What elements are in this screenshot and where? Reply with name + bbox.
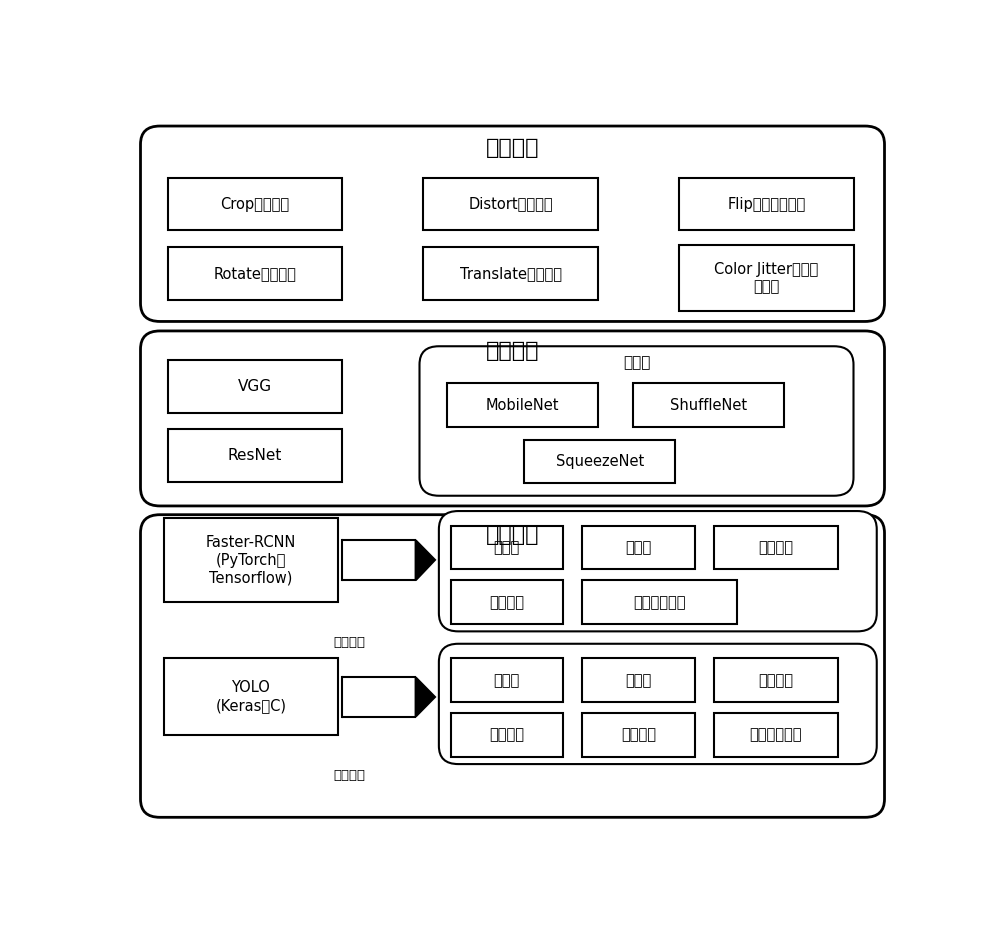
Bar xyxy=(714,526,838,569)
Bar xyxy=(168,178,342,230)
Bar xyxy=(582,658,695,702)
Text: 窗口比例: 窗口比例 xyxy=(489,595,524,610)
Bar xyxy=(447,384,598,427)
Bar xyxy=(450,581,563,624)
Bar xyxy=(679,178,854,230)
Text: 调优手段: 调优手段 xyxy=(334,769,366,781)
FancyBboxPatch shape xyxy=(420,347,854,495)
FancyBboxPatch shape xyxy=(140,331,885,506)
Bar xyxy=(164,518,338,602)
Text: Translate（平移）: Translate（平移） xyxy=(460,266,562,281)
Bar xyxy=(164,658,338,735)
Bar xyxy=(714,713,838,757)
Text: Faster-RCNN
(PyTorch、
Tensorflow): Faster-RCNN (PyTorch、 Tensorflow) xyxy=(206,535,296,585)
Bar xyxy=(450,713,563,757)
Bar xyxy=(679,245,854,311)
Text: Color Jitter（颜色
抖动）: Color Jitter（颜色 抖动） xyxy=(714,261,818,294)
Text: 非极大值抑制: 非极大值抑制 xyxy=(634,595,686,610)
Bar xyxy=(582,526,695,569)
Text: 窗口比例: 窗口比例 xyxy=(489,727,524,742)
Bar xyxy=(168,360,342,413)
FancyBboxPatch shape xyxy=(439,511,877,632)
Bar xyxy=(582,581,737,624)
Text: Distort（仿射）: Distort（仿射） xyxy=(468,197,553,211)
Text: 轻量化: 轻量化 xyxy=(623,355,650,369)
Text: 批处理: 批处理 xyxy=(625,672,652,688)
Text: MobileNet: MobileNet xyxy=(485,398,559,413)
Text: Rotate（旋转）: Rotate（旋转） xyxy=(213,266,296,281)
Text: 窗口大小: 窗口大小 xyxy=(759,672,794,688)
Text: 调优手段: 调优手段 xyxy=(334,635,366,649)
Text: 批处理: 批处理 xyxy=(625,540,652,555)
FancyBboxPatch shape xyxy=(140,126,885,321)
Text: 数据扩充: 数据扩充 xyxy=(486,138,539,158)
Bar xyxy=(450,526,563,569)
Text: 分类算法: 分类算法 xyxy=(486,341,539,362)
Bar xyxy=(423,178,598,230)
Bar xyxy=(423,247,598,299)
Bar xyxy=(450,658,563,702)
Text: ResNet: ResNet xyxy=(228,448,282,463)
FancyBboxPatch shape xyxy=(140,515,885,817)
Text: 提前停止: 提前停止 xyxy=(621,727,656,742)
FancyBboxPatch shape xyxy=(439,644,877,764)
Text: 学习率: 学习率 xyxy=(494,540,520,555)
Text: Flip（镜面翻转）: Flip（镜面翻转） xyxy=(727,197,805,211)
Bar xyxy=(524,439,675,483)
Text: Crop（裁剪）: Crop（裁剪） xyxy=(220,197,289,211)
Text: ShuffleNet: ShuffleNet xyxy=(670,398,747,413)
Text: YOLO
(Keras、C): YOLO (Keras、C) xyxy=(215,681,286,713)
Bar xyxy=(714,658,838,702)
Text: 窗口大小: 窗口大小 xyxy=(759,540,794,555)
Text: SqueezeNet: SqueezeNet xyxy=(556,454,644,469)
Bar xyxy=(168,429,342,482)
Bar xyxy=(582,713,695,757)
Polygon shape xyxy=(416,677,435,717)
Bar xyxy=(168,247,342,299)
Text: 识别算法: 识别算法 xyxy=(486,526,539,545)
Text: 非极大值抑制: 非极大值抑制 xyxy=(750,727,802,742)
Text: VGG: VGG xyxy=(238,379,272,394)
Bar xyxy=(633,384,784,427)
Text: 学习率: 学习率 xyxy=(494,672,520,688)
Polygon shape xyxy=(416,540,435,581)
